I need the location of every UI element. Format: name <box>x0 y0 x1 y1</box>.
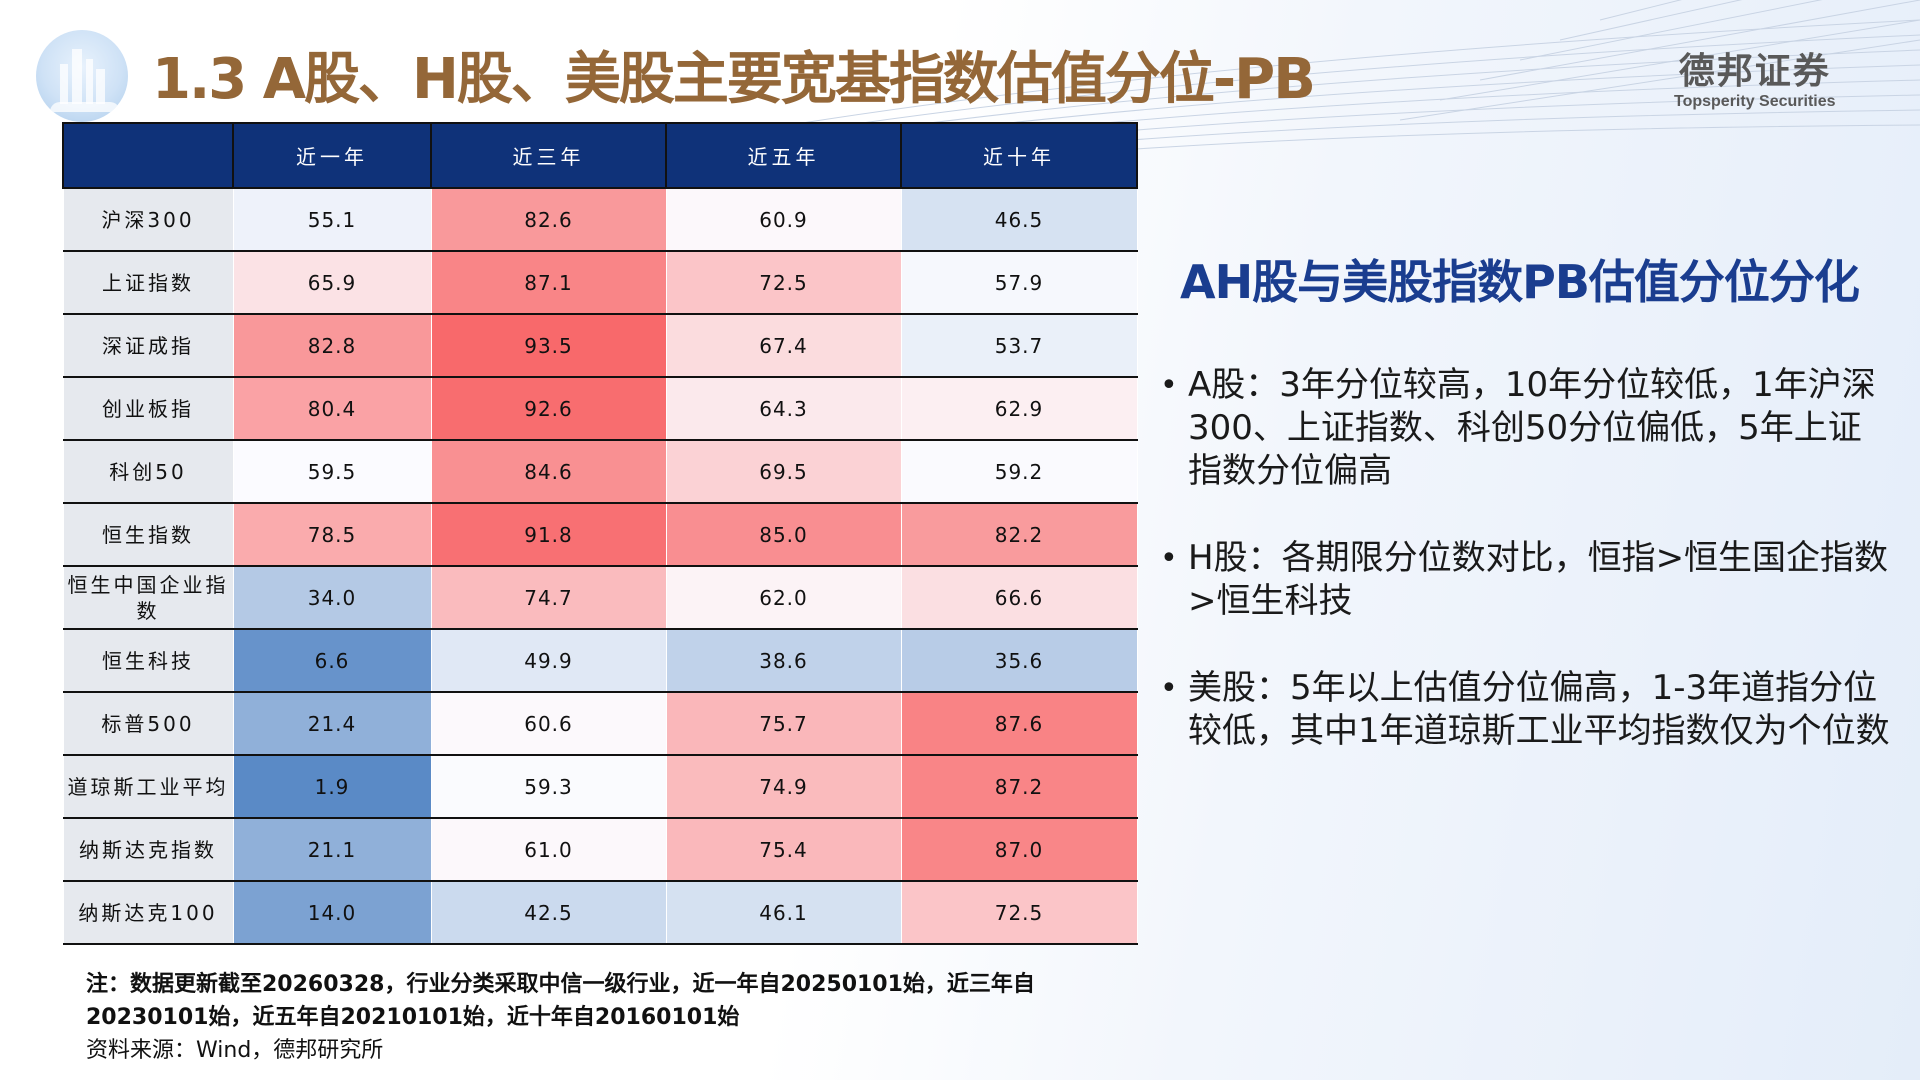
value-cell: 72.5 <box>900 880 1138 945</box>
value-cell: 59.3 <box>430 754 667 819</box>
header-1y: 近一年 <box>232 122 432 189</box>
value-cell: 14.0 <box>232 880 432 945</box>
value-cell: 34.0 <box>232 565 432 630</box>
brand-name-en: Topsperity Securities <box>1674 93 1836 110</box>
value-cell: 6.6 <box>232 628 432 693</box>
value-cell: 55.1 <box>232 187 432 252</box>
index-name: 标普500 <box>62 691 234 756</box>
table-row: 上证指数 65.9 87.1 72.5 57.9 <box>62 250 1138 315</box>
index-name: 纳斯达克100 <box>62 880 234 945</box>
index-name: 恒生指数 <box>62 502 234 567</box>
value-cell: 57.9 <box>900 250 1138 315</box>
index-name: 科创50 <box>62 439 234 504</box>
data-note: 注：数据更新截至20260328，行业分类采取中信一级行业，近一年自202501… <box>86 972 1035 1030</box>
table-header-row: 近一年 近三年 近五年 近十年 <box>62 122 1138 189</box>
value-cell: 35.6 <box>900 628 1138 693</box>
panel-title: AH股与美股指数PB估值分位分化 <box>1180 255 1860 309</box>
table-row: 沪深300 55.1 82.6 60.9 46.5 <box>62 187 1138 252</box>
value-cell: 21.1 <box>232 817 432 882</box>
header-10y: 近十年 <box>900 122 1138 189</box>
value-cell: 87.0 <box>900 817 1138 882</box>
value-cell: 59.5 <box>232 439 432 504</box>
table-row: 科创50 59.5 84.6 69.5 59.2 <box>62 439 1138 504</box>
value-cell: 61.0 <box>430 817 667 882</box>
value-cell: 91.8 <box>430 502 667 567</box>
header-3y: 近三年 <box>430 122 667 189</box>
value-cell: 87.1 <box>430 250 667 315</box>
index-name: 沪深300 <box>62 187 234 252</box>
pb-percentile-table: 近一年 近三年 近五年 近十年 沪深300 55.1 82.6 60.9 46.5 上证… <box>62 122 1138 945</box>
index-name: 纳斯达克指数 <box>62 817 234 882</box>
value-cell: 60.6 <box>430 691 667 756</box>
table-row: 标普500 21.4 60.6 75.7 87.6 <box>62 691 1138 756</box>
bullet-a-share: • A股：3年分位较高，10年分位较低，1年沪深300、上证指数、科创50分位偏低… <box>1160 364 1890 493</box>
table-row: 创业板指 80.4 92.6 64.3 62.9 <box>62 376 1138 441</box>
value-cell: 49.9 <box>430 628 667 693</box>
value-cell: 72.5 <box>665 250 902 315</box>
bullet-us-share: • 美股：5年以上估值分位偏高，1-3年道指分位较低，其中1年道琼斯工业平均指数仅… <box>1160 667 1890 753</box>
index-name: 恒生科技 <box>62 628 234 693</box>
value-cell: 46.5 <box>900 187 1138 252</box>
header-5y: 近五年 <box>665 122 902 189</box>
value-cell: 69.5 <box>665 439 902 504</box>
value-cell: 1.9 <box>232 754 432 819</box>
value-cell: 87.2 <box>900 754 1138 819</box>
value-cell: 75.7 <box>665 691 902 756</box>
bullet-text: A股：3年分位较高，10年分位较低，1年沪深300、上证指数、科创50分位偏低，… <box>1188 365 1876 491</box>
data-source: 资料来源：Wind，德邦研究所 <box>86 1038 384 1063</box>
bullet-text: H股：各期限分位数对比，恒指>恒生国企指数>恒生科技 <box>1188 538 1889 621</box>
table-row: 恒生指数 78.5 91.8 85.0 82.2 <box>62 502 1138 567</box>
value-cell: 38.6 <box>665 628 902 693</box>
table-row: 道琼斯工业平均 1.9 59.3 74.9 87.2 <box>62 754 1138 819</box>
table-row: 恒生科技 6.6 49.9 38.6 35.6 <box>62 628 1138 693</box>
city-skyline-badge-icon <box>36 30 128 122</box>
value-cell: 84.6 <box>430 439 667 504</box>
table-row: 恒生中国企业指数 34.0 74.7 62.0 66.6 <box>62 565 1138 630</box>
brand-logo: 德邦证券 Topsperity Securities <box>1674 52 1836 112</box>
table-row: 纳斯达克指数 21.1 61.0 75.4 87.0 <box>62 817 1138 882</box>
value-cell: 93.5 <box>430 313 667 378</box>
page-title: 1.3 A股、H股、美股主要宽基指数估值分位-PB <box>152 47 1316 112</box>
value-cell: 46.1 <box>665 880 902 945</box>
header-blank <box>62 122 234 189</box>
bullet-h-share: • H股：各期限分位数对比，恒指>恒生国企指数>恒生科技 <box>1160 537 1890 623</box>
value-cell: 62.9 <box>900 376 1138 441</box>
summary-bullets: • A股：3年分位较高，10年分位较低，1年沪深300、上证指数、科创50分位偏低… <box>1160 364 1890 797</box>
value-cell: 42.5 <box>430 880 667 945</box>
index-name: 深证成指 <box>62 313 234 378</box>
value-cell: 82.6 <box>430 187 667 252</box>
brand-name-cn: 德邦证券 <box>1678 51 1831 92</box>
value-cell: 75.4 <box>665 817 902 882</box>
index-name: 上证指数 <box>62 250 234 315</box>
value-cell: 21.4 <box>232 691 432 756</box>
value-cell: 53.7 <box>900 313 1138 378</box>
index-name: 道琼斯工业平均 <box>62 754 234 819</box>
value-cell: 80.4 <box>232 376 432 441</box>
table-row: 纳斯达克100 14.0 42.5 46.1 72.5 <box>62 880 1138 945</box>
index-name: 创业板指 <box>62 376 234 441</box>
bullet-text: 美股：5年以上估值分位偏高，1-3年道指分位较低，其中1年道琼斯工业平均指数仅为… <box>1188 668 1890 751</box>
value-cell: 64.3 <box>665 376 902 441</box>
value-cell: 65.9 <box>232 250 432 315</box>
value-cell: 92.6 <box>430 376 667 441</box>
bullet-dot-icon: • <box>1160 368 1178 403</box>
value-cell: 74.9 <box>665 754 902 819</box>
value-cell: 82.8 <box>232 313 432 378</box>
index-name: 恒生中国企业指数 <box>62 565 234 630</box>
value-cell: 74.7 <box>430 565 667 630</box>
bullet-dot-icon: • <box>1160 671 1178 706</box>
value-cell: 87.6 <box>900 691 1138 756</box>
value-cell: 59.2 <box>900 439 1138 504</box>
value-cell: 82.2 <box>900 502 1138 567</box>
bullet-dot-icon: • <box>1160 541 1178 576</box>
table-row: 深证成指 82.8 93.5 67.4 53.7 <box>62 313 1138 378</box>
value-cell: 60.9 <box>665 187 902 252</box>
value-cell: 78.5 <box>232 502 432 567</box>
footnote: 注：数据更新截至20260328，行业分类采取中信一级行业，近一年自202501… <box>86 968 1146 1067</box>
value-cell: 62.0 <box>665 565 902 630</box>
value-cell: 85.0 <box>665 502 902 567</box>
value-cell: 66.6 <box>900 565 1138 630</box>
value-cell: 67.4 <box>665 313 902 378</box>
